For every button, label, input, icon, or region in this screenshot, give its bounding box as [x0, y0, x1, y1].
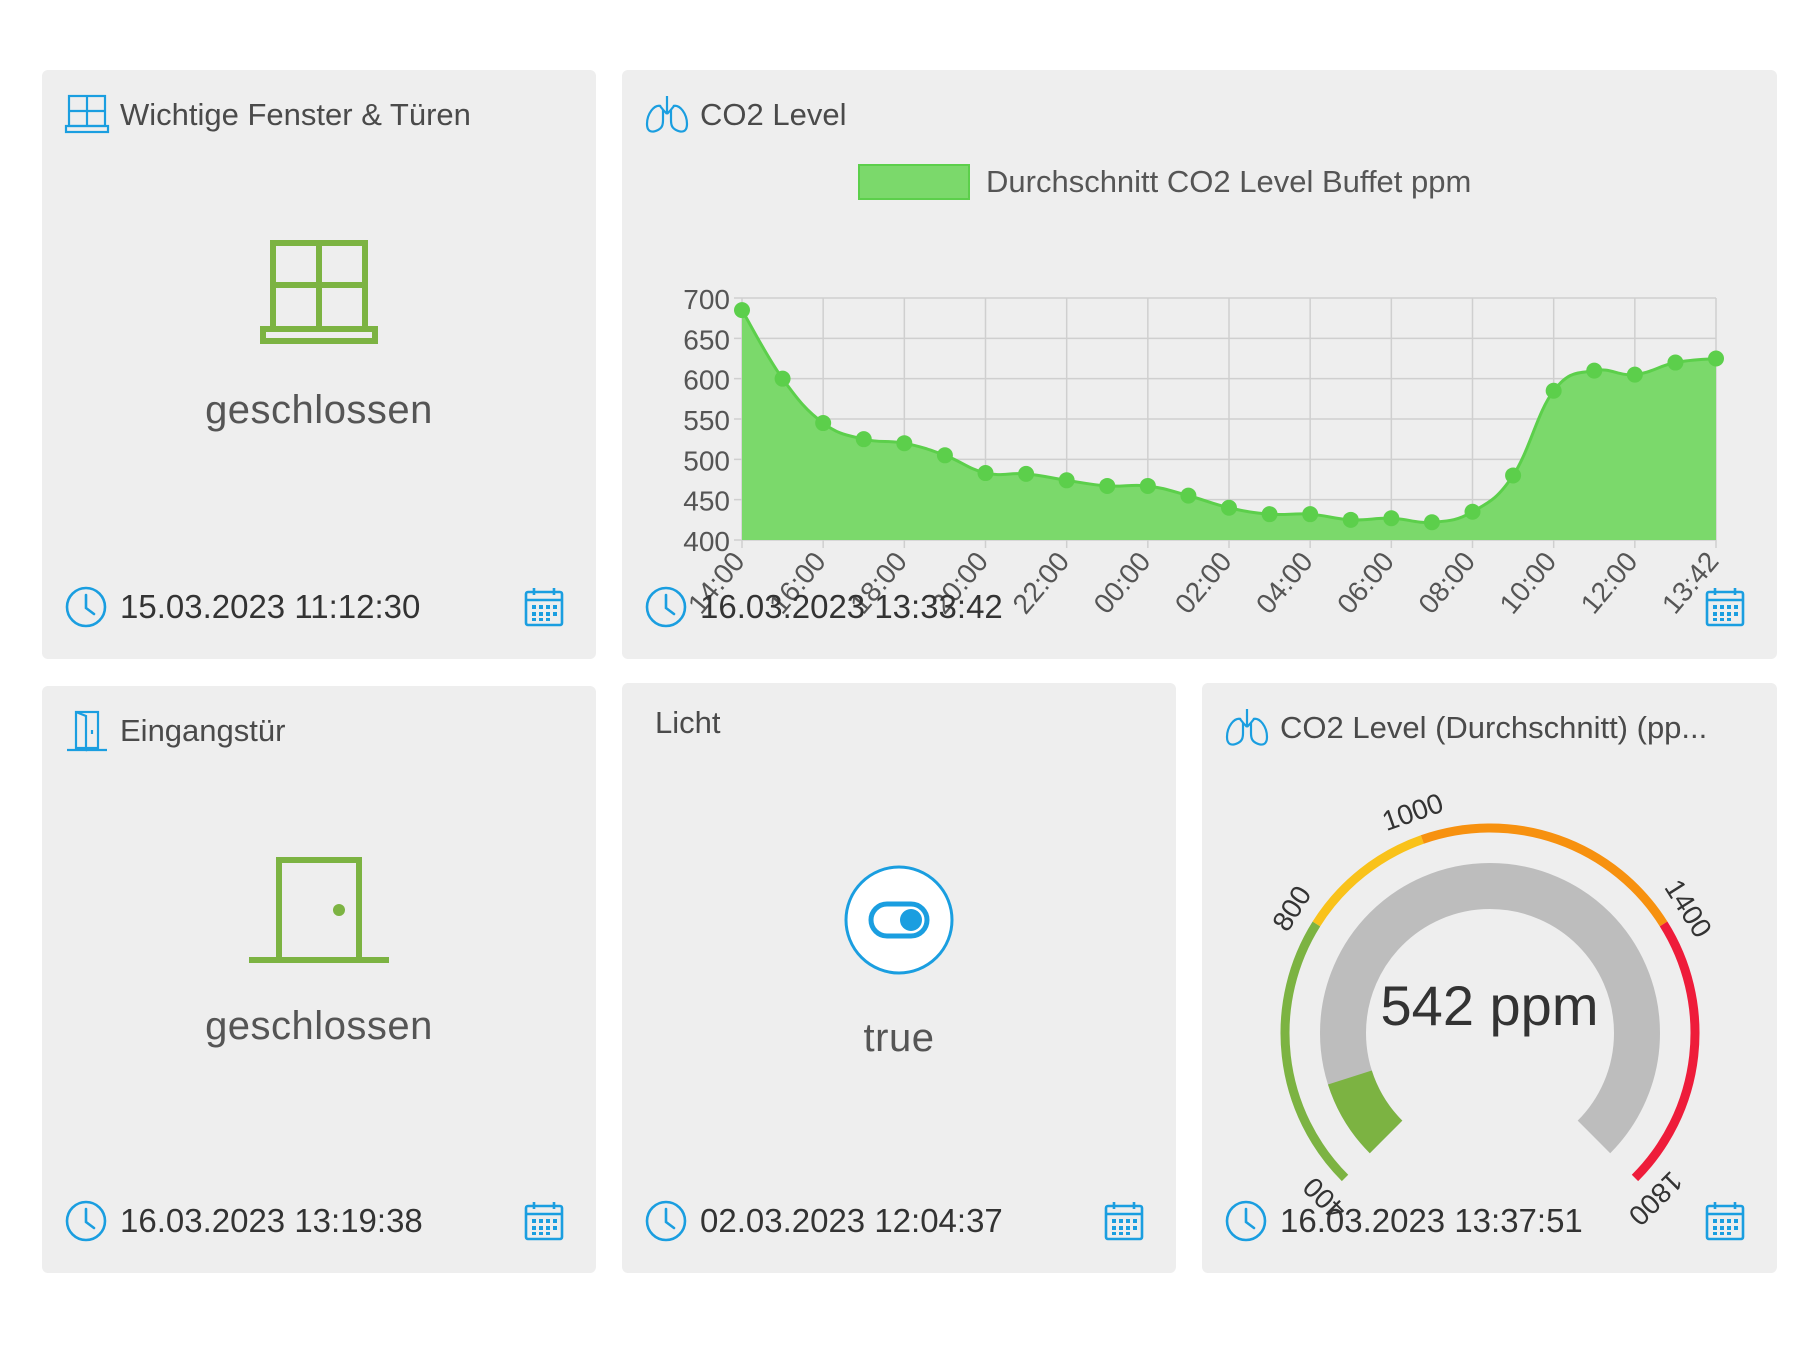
calendar-icon[interactable]: [1102, 1199, 1146, 1243]
co2-chart-card[interactable]: CO2 Level Durchschnitt CO2 Level Buffet …: [622, 70, 1777, 659]
y-tick-label: 600: [683, 365, 730, 396]
data-point: [1180, 487, 1197, 504]
gauge-band: [1631, 921, 1700, 1182]
door-icon: [249, 857, 389, 963]
data-point: [855, 431, 872, 448]
light-state: true: [863, 1016, 935, 1060]
co2-chart-footer: 16.03.2023 13:33:42: [644, 585, 1747, 629]
gauge-track: [1320, 863, 1660, 1154]
door-state: geschlossen: [205, 1004, 433, 1048]
windows-card-header: Wichtige Fenster & Türen: [64, 92, 471, 138]
data-point: [815, 415, 832, 432]
co2-gauge-card[interactable]: CO2 Level (Durchschnitt) (pp... 400 800 10…: [1202, 683, 1777, 1273]
data-point: [1464, 503, 1481, 520]
co2-gauge-footer: 16.03.2023 13:37:51: [1224, 1199, 1747, 1243]
legend-swatch: [858, 164, 970, 200]
light-timestamp: 02.03.2023 12:04:37: [700, 1202, 1003, 1239]
door-card-header: Eingangstür: [64, 708, 285, 754]
chart-legend: Durchschnitt CO2 Level Buffet ppm: [858, 164, 1471, 200]
windows-card-title: Wichtige Fenster & Türen: [120, 97, 471, 132]
windows-card[interactable]: Wichtige Fenster & Türen geschlossen 15.…: [42, 70, 596, 659]
data-point: [1221, 499, 1237, 516]
clock-icon: [1224, 1199, 1268, 1243]
door-icon: [64, 708, 110, 754]
calendar-icon[interactable]: [1703, 1199, 1747, 1243]
co2-gauge-header: CO2 Level (Durchschnitt) (pp...: [1224, 705, 1707, 751]
windows-card-footer: 15.03.2023 11:12:30: [64, 585, 566, 629]
calendar-icon[interactable]: [522, 585, 566, 629]
co2-chart-header: CO2 Level: [644, 92, 846, 138]
window-icon: [260, 240, 378, 344]
data-point: [1505, 467, 1522, 484]
data-point: [1018, 465, 1035, 482]
data-point: [1586, 362, 1603, 379]
clock-icon: [64, 1199, 108, 1243]
area-fill: [742, 310, 1716, 540]
data-point: [1423, 514, 1440, 531]
gauge-timestamp: 16.03.2023 13:37:51: [1280, 1202, 1583, 1239]
gauge-value: 542 ppm: [1380, 974, 1599, 1037]
clock-icon: [64, 585, 108, 629]
data-point: [936, 447, 953, 464]
light-card-footer: 02.03.2023 12:04:37: [644, 1199, 1146, 1243]
windows-timestamp: 15.03.2023 11:12:30: [120, 588, 421, 625]
gauge-band: [1280, 921, 1349, 1182]
calendar-icon[interactable]: [522, 1199, 566, 1243]
gauge-value-arc: [1327, 1069, 1403, 1154]
data-point: [1383, 510, 1400, 527]
data-point: [774, 370, 791, 387]
window-icon: [64, 92, 110, 138]
data-point: [1342, 511, 1359, 528]
data-point: [1058, 472, 1075, 489]
door-card-footer: 16.03.2023 13:19:38: [64, 1199, 566, 1243]
legend-label: Durchschnitt CO2 Level Buffet ppm: [986, 164, 1472, 199]
toggle-icon[interactable]: [843, 864, 955, 976]
data-point: [1667, 354, 1684, 371]
data-point: [1626, 366, 1643, 383]
y-tick-label: 550: [683, 405, 730, 436]
clock-icon: [644, 585, 688, 629]
door-card[interactable]: Eingangstür geschlossen 16.03.2023 13:19…: [42, 686, 596, 1273]
clock-icon: [644, 1199, 688, 1243]
light-card-title: Licht: [655, 705, 721, 740]
gauge-band: [1420, 823, 1668, 927]
y-tick-label: 650: [683, 324, 730, 355]
windows-state: geschlossen: [205, 388, 433, 432]
data-point: [1261, 506, 1278, 523]
door-card-title: Eingangstür: [120, 713, 286, 748]
data-point: [1139, 477, 1156, 494]
y-tick-label: 400: [683, 526, 730, 557]
gauge-tick-label: 1000: [1378, 787, 1447, 837]
lungs-icon: [1224, 705, 1270, 751]
co2-chart-title: CO2 Level: [700, 97, 847, 132]
co2-gauge-title: CO2 Level (Durchschnitt) (pp...: [1280, 710, 1708, 745]
lungs-icon: [644, 92, 690, 138]
light-card[interactable]: Licht true 02.03.2023 12:04:37: [622, 683, 1176, 1273]
y-tick-label: 700: [683, 284, 730, 315]
data-point: [1302, 506, 1319, 523]
data-point: [896, 435, 913, 452]
calendar-icon[interactable]: [1703, 585, 1747, 629]
data-point: [734, 302, 750, 319]
data-point: [977, 465, 994, 482]
door-timestamp: 16.03.2023 13:19:38: [120, 1202, 423, 1239]
y-tick-label: 500: [683, 445, 730, 476]
co2-chart-timestamp: 16.03.2023 13:33:42: [700, 588, 1003, 625]
y-tick-label: 450: [683, 486, 730, 517]
data-point: [1545, 382, 1562, 399]
gauge-band: [1312, 835, 1424, 927]
data-point: [1708, 350, 1724, 367]
data-point: [1099, 477, 1116, 494]
light-card-header: Licht: [655, 705, 720, 741]
